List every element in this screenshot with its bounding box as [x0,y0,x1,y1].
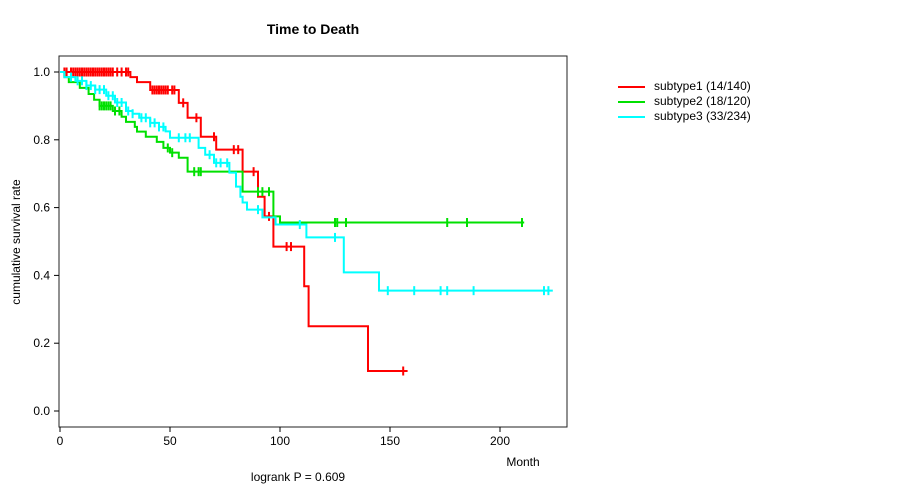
survival-curve-subtype2 [60,71,525,224]
y-axis-tick-label: 0.8 [33,133,50,147]
legend-line-subtype2 [618,100,645,103]
legend: subtype1 (14/140) subtype2 (18/120) subt… [618,79,751,124]
chart-title: Time to Death [266,21,360,37]
x-axis-tick-label: 200 [490,434,510,448]
y-axis-tick-label: 0.4 [33,268,50,282]
legend-line-subtype1 [618,85,645,88]
plot-box [58,55,568,428]
legend-label: subtype3 (33/234) [654,109,751,123]
survival-curve-subtype1 [60,71,408,372]
legend-line-subtype3 [618,115,645,118]
y-axis-tick-label: 0.0 [33,404,50,418]
x-axis-label: Month [506,455,540,469]
legend-label: subtype1 (14/140) [654,79,751,93]
y-axis-tick-label: 0.2 [33,336,50,350]
legend-item-subtype3: subtype3 (33/234) [618,109,751,124]
legend-item-subtype1: subtype1 (14/140) [618,79,751,94]
x-axis-tick-label: 100 [270,434,290,448]
survival-curve-subtype3 [60,71,553,292]
y-axis-tick-label: 1.0 [33,65,50,79]
logrank-pvalue: logrank P = 0.609 [250,470,346,484]
legend-label: subtype2 (18/120) [654,94,751,108]
x-axis-tick-label: 150 [380,434,400,448]
y-axis-tick-label: 0.6 [33,201,50,215]
x-axis-tick-label: 50 [163,434,177,448]
x-axis-tick-label: 0 [57,434,64,448]
legend-item-subtype2: subtype2 (18/120) [618,94,751,109]
y-axis-label: cumulative survival rate [9,179,23,305]
